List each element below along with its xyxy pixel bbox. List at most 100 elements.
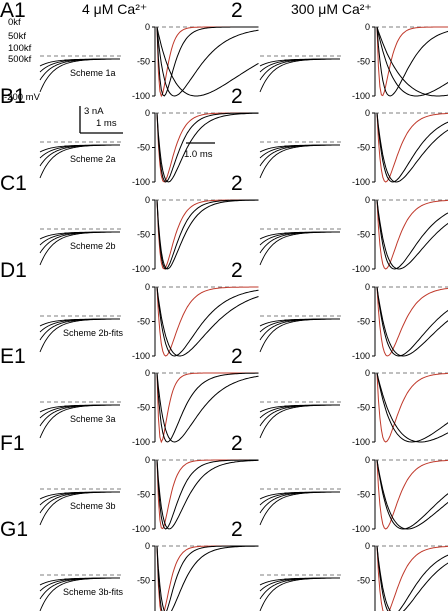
y-tick-label: -100 (352, 91, 370, 101)
fit-trace (156, 545, 259, 611)
normalized-trace (156, 286, 259, 357)
normalized-trace (156, 545, 259, 611)
scale-time-label: 1 ms (96, 118, 117, 129)
y-tick-label: 0 (365, 22, 370, 32)
y-tick-label: -100 (352, 264, 370, 274)
panel-normalized-1: 0-50-100 (132, 541, 259, 611)
row-E1: E1 2 Scheme 3a 0 -50 -100 0 -50 -100 (0, 345, 448, 447)
y-tick-label: -100 (132, 91, 150, 101)
normalized-trace (376, 372, 448, 443)
y-tick-label: 0 (145, 195, 150, 205)
normalized-trace (376, 26, 448, 97)
normalized-trace (156, 112, 259, 183)
scheme-label: Scheme 3a (70, 414, 116, 424)
y-tick-label: -50 (137, 490, 150, 500)
scheme-label: Scheme 2b-fits (63, 328, 124, 338)
legend-voltage: -200 mV (4, 92, 41, 103)
normalized-trace (376, 26, 448, 97)
y-tick-label: -50 (357, 57, 370, 67)
row-letter-F1: F1 (0, 432, 25, 455)
row-A1: Scheme 1a 0 -50 -100 0 -50 -100 (39, 22, 448, 101)
y-tick-label: -50 (357, 143, 370, 153)
scale-time2-label: 1.0 ms (184, 149, 213, 160)
row-D1: D1 2 Scheme 2b-fits 0 -50 -100 0 -50 -100 (0, 259, 448, 361)
raw-trace (39, 491, 120, 526)
scale-current-label: 3 nA (84, 106, 104, 117)
raw-trace (259, 318, 340, 353)
legend-100kf: 100kf (8, 43, 32, 54)
panel-normalized-2: 0-50-100 (352, 541, 448, 611)
normalized-trace (156, 372, 259, 443)
normalized-trace (156, 26, 259, 97)
y-tick-label: -50 (137, 576, 150, 586)
scheme-label: Scheme 3b (70, 501, 116, 511)
raw-trace (39, 318, 120, 353)
panel-raw-300uM (259, 228, 342, 266)
panel-raw-4uM (39, 401, 122, 439)
panel-raw-4uM (39, 55, 122, 93)
y-tick-label: 0 (365, 282, 370, 292)
fit-trace (376, 372, 448, 443)
normalized-trace (376, 199, 448, 270)
normalized-trace (156, 26, 259, 97)
panel-normalized-1: 0 -50 -100 (132, 195, 259, 274)
normalized-trace (156, 199, 259, 270)
heading-left: 4 μM Ca²⁺ (82, 1, 147, 17)
panel-normalized-1: 0-50-100 (132, 368, 259, 447)
fit-trace (376, 545, 448, 611)
normalized-trace (376, 545, 448, 611)
raw-trace (259, 144, 340, 179)
raw-trace (39, 404, 120, 439)
y-tick-label: -100 (352, 177, 370, 187)
panel-raw-4uM (39, 315, 122, 353)
y-tick-label: -50 (137, 230, 150, 240)
figure-rows: Scheme 1a 0 -50 -100 0 -50 -100 B1 2 Scheme 2a 0 -5… (0, 22, 448, 611)
fit-trace (156, 199, 259, 270)
fit-trace (376, 286, 448, 357)
y-tick-label: 0 (145, 455, 150, 465)
row-right-number: 2 (231, 172, 243, 195)
fit-trace (156, 372, 259, 444)
y-tick-label: 0 (365, 195, 370, 205)
y-tick-label: -100 (132, 437, 150, 447)
normalized-trace (376, 286, 448, 357)
row-right-number: 2 (231, 259, 243, 282)
normalized-trace (156, 459, 259, 530)
panel-normalized-1: 0-50-100 (132, 455, 259, 534)
row-letter-G1: G1 (0, 518, 28, 541)
y-tick-label: -100 (132, 177, 150, 187)
y-tick-label: -50 (357, 490, 370, 500)
panel-raw-300uM (259, 315, 342, 353)
row-right-number: 2 (231, 85, 243, 108)
normalized-trace (156, 26, 259, 97)
y-tick-label: -50 (137, 317, 150, 327)
y-tick-label: 0 (145, 541, 150, 551)
scale-bar-main: 3 nA 1 ms (79, 106, 123, 134)
normalized-trace (376, 199, 448, 270)
y-tick-label: -100 (132, 264, 150, 274)
fit-trace (156, 26, 259, 98)
row-letter-A1: A1 (0, 0, 26, 22)
raw-trace (259, 231, 340, 266)
y-tick-label: -100 (352, 437, 370, 447)
row-B1: B1 2 Scheme 2a 0 -50 -100 0 -50 -100 (0, 85, 448, 187)
y-tick-label: -100 (132, 351, 150, 361)
row-letter-E1: E1 (0, 345, 26, 368)
y-tick-label: -50 (357, 230, 370, 240)
y-tick-label: 0 (145, 22, 150, 32)
normalized-trace (156, 286, 259, 357)
normalized-trace (156, 545, 259, 611)
raw-trace (259, 404, 340, 439)
scheme-label: Scheme 2a (70, 154, 116, 164)
y-tick-label: -50 (137, 57, 150, 67)
y-tick-label: -100 (352, 351, 370, 361)
raw-trace (39, 231, 120, 266)
scheme-label: Scheme 3b-fits (63, 587, 124, 597)
row-F1: F1 2 Scheme 3b 0 -50 -100 0 -50 -100 (0, 432, 448, 534)
panel-normalized-2: 0-50-100 (352, 455, 448, 534)
y-tick-label: -50 (357, 317, 370, 327)
row-right-number: 2 (231, 345, 243, 368)
raw-trace (39, 58, 120, 93)
panel-raw-300uM (259, 141, 342, 179)
